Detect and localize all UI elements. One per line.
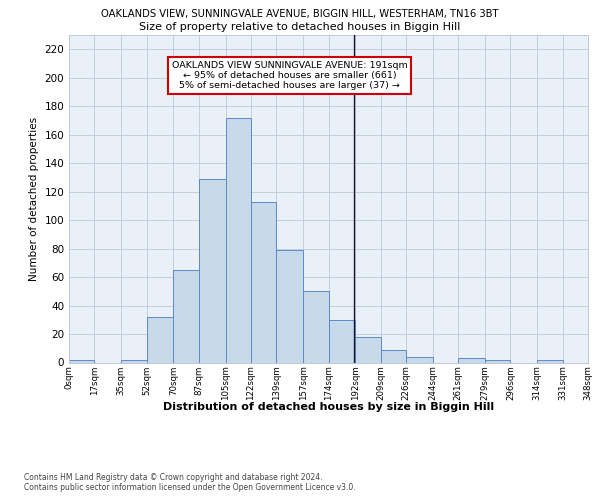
Bar bbox=[380, 350, 406, 362]
Bar bbox=[69, 360, 94, 362]
Text: OAKLANDS VIEW SUNNINGVALE AVENUE: 191sqm
← 95% of detached houses are smaller (6: OAKLANDS VIEW SUNNINGVALE AVENUE: 191sqm… bbox=[172, 60, 407, 90]
Bar bbox=[406, 357, 433, 362]
Bar bbox=[121, 360, 146, 362]
Bar bbox=[251, 202, 277, 362]
Bar bbox=[537, 360, 563, 362]
Bar bbox=[146, 317, 173, 362]
Text: Distribution of detached houses by size in Biggin Hill: Distribution of detached houses by size … bbox=[163, 402, 494, 412]
Bar bbox=[277, 250, 303, 362]
Bar bbox=[173, 270, 199, 362]
Y-axis label: Number of detached properties: Number of detached properties bbox=[29, 116, 39, 281]
Text: OAKLANDS VIEW, SUNNINGVALE AVENUE, BIGGIN HILL, WESTERHAM, TN16 3BT: OAKLANDS VIEW, SUNNINGVALE AVENUE, BIGGI… bbox=[101, 9, 499, 19]
Bar bbox=[458, 358, 485, 362]
Text: Size of property relative to detached houses in Biggin Hill: Size of property relative to detached ho… bbox=[139, 22, 461, 32]
Bar bbox=[226, 118, 251, 362]
Text: Contains HM Land Registry data © Crown copyright and database right 2024.
Contai: Contains HM Land Registry data © Crown c… bbox=[24, 472, 356, 492]
Bar bbox=[329, 320, 355, 362]
Bar bbox=[199, 179, 226, 362]
Bar bbox=[303, 292, 329, 362]
Bar bbox=[355, 337, 380, 362]
Bar bbox=[485, 360, 511, 362]
